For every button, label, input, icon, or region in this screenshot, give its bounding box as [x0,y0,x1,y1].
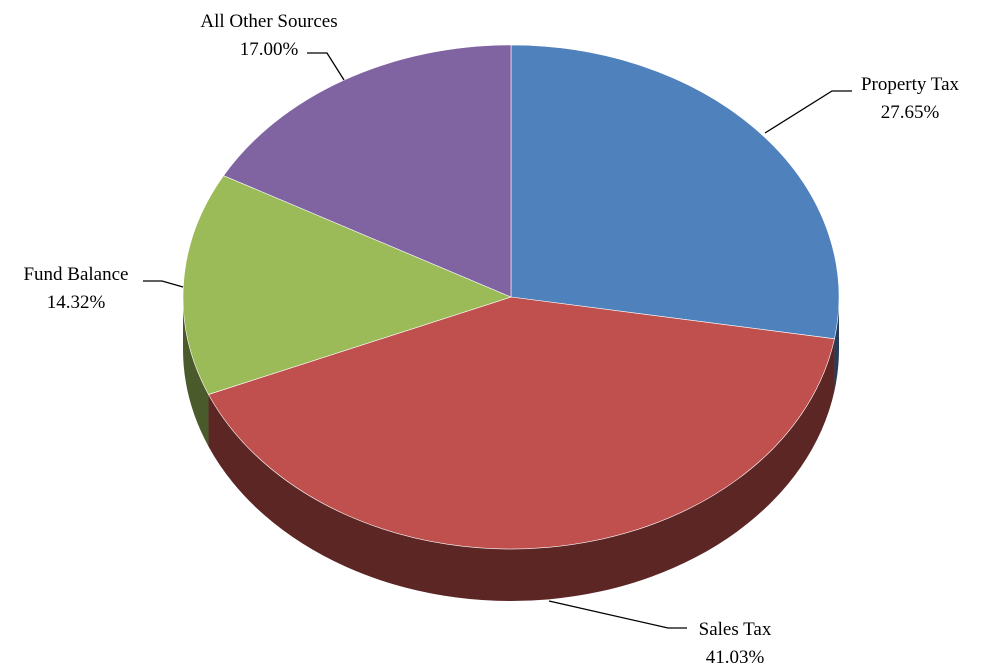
pie-side-fund-balance [183,297,209,447]
pie-slice-all-other-sources [223,44,512,298]
slice-value-sales-tax: 41.03% [706,647,765,667]
slice-labels: Property Tax 27.65% Sales Tax 41.03% Fund Ba… [23,11,959,667]
slice-label-all-other-sources: All Other Sources [200,11,337,32]
pie-slice-fund-balance [182,175,512,395]
slice-value-fund-balance: 14.32% [47,292,106,313]
slice-label-fund-balance: Fund Balance [23,264,128,285]
slice-value-property-tax: 27.65% [881,102,940,123]
slice-label-sales-tax: Sales Tax [699,619,772,640]
pie-slice-sales-tax [208,296,835,550]
leader-line-all-other-sources [307,52,345,81]
pie-slice-property-tax [510,44,840,340]
leader-line-property-tax [764,90,852,134]
pie-slices [182,44,840,550]
slice-label-property-tax: Property Tax [861,74,960,95]
leader-line-fund-balance [143,280,184,288]
slice-value-all-other-sources: 17.00% [240,39,299,60]
pie-side-sales-tax [208,338,835,601]
leader-line-sales-tax [548,600,687,629]
